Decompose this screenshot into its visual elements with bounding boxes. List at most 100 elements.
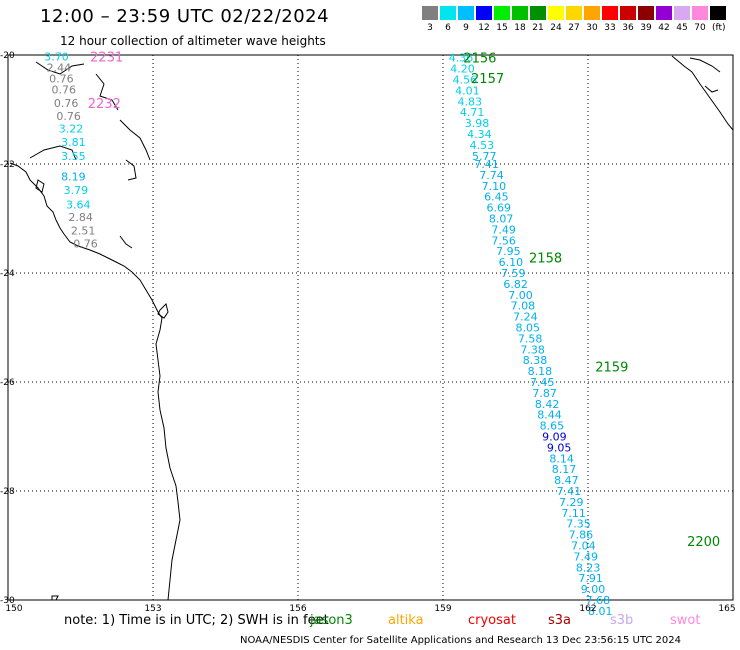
wave-height-label: 8.65 — [540, 420, 565, 433]
wave-height-label: 7.29 — [559, 496, 584, 509]
wave-height-label: 8.23 — [576, 561, 601, 574]
wave-height-label: 4.71 — [460, 106, 485, 119]
wave-height-label: 3.79 — [64, 184, 88, 197]
wave-height-label: 3.22 — [59, 123, 84, 136]
wave-height-label: 0.76 — [73, 238, 98, 251]
legend-label: 42 — [658, 23, 670, 33]
pass-time-labels: 2231 2232 2156 2157 2158 2159 2200 — [88, 51, 720, 551]
wave-height-label: 4.83 — [458, 95, 483, 108]
wave-height-label: 7.38 — [520, 343, 545, 356]
legend-label: 33 — [604, 23, 616, 33]
wave-height-label: 8.14 — [549, 452, 574, 465]
pass-time-label: 2158 — [529, 252, 562, 267]
legend-swatch — [710, 6, 726, 20]
wave-height-label: 3.81 — [61, 136, 86, 149]
legend-swatch — [692, 6, 708, 20]
wave-height-label: 7.35 — [566, 518, 591, 531]
wave-height-label: 7.56 — [491, 234, 516, 247]
wave-height-label: 5.77 — [472, 150, 497, 163]
wave-height-label: 8.19 — [61, 171, 86, 184]
wave-height-label: 4.20 — [450, 63, 475, 76]
wave-height-label: 7.86 — [569, 529, 594, 542]
satellite-cryosat: cryosat — [468, 613, 516, 628]
legend-label: 12 — [478, 23, 490, 33]
lat-tick-label: -28 — [0, 487, 15, 497]
wave-height-label: 6.69 — [487, 202, 512, 215]
lon-tick-label: 162 — [579, 604, 596, 614]
wave-height-label: 7.74 — [479, 169, 504, 182]
lat-tick-label: -26 — [0, 378, 15, 388]
legend-unit: (ft) — [712, 23, 726, 33]
wave-height-label: 4.34 — [467, 128, 492, 141]
pass-time-label: 2231 — [90, 51, 123, 66]
wave-height-label: 3.98 — [465, 117, 490, 130]
wave-height-label: 8.47 — [554, 474, 579, 487]
legend-swatch — [476, 6, 492, 20]
legend-swatch — [422, 6, 438, 20]
wave-height-label: 8.42 — [535, 398, 560, 411]
legend-swatch — [638, 6, 654, 20]
legend-swatch — [548, 6, 564, 20]
grid-lines — [8, 55, 733, 600]
wave-height-label: 9.05 — [547, 441, 572, 454]
legend-swatch — [620, 6, 636, 20]
coastline — [9, 55, 734, 601]
legend-swatch — [440, 6, 456, 20]
legend-swatch — [530, 6, 546, 20]
wave-height-label: 7.59 — [501, 267, 526, 280]
wave-height-label: 3.55 — [61, 150, 86, 163]
wave-height-label: 4.53 — [470, 139, 495, 152]
wave-height-label: 6.45 — [484, 191, 509, 204]
wave-height-label: 7.49 — [491, 223, 516, 236]
legend-label: 70 — [694, 23, 706, 33]
legend-label: 18 — [514, 23, 526, 33]
wave-height-label: 8.17 — [552, 463, 577, 476]
wave-height-label: 4.01 — [455, 84, 480, 97]
wave-height-label: 3.70 — [44, 51, 69, 64]
legend-label: 36 — [622, 23, 634, 33]
wave-height-values: 3.702.440.760.760.760.763.223.813.558.19… — [44, 51, 612, 618]
wave-height-label: 2.84 — [68, 211, 93, 224]
lon-tick-label: 165 — [718, 604, 735, 614]
wave-height-label: 6.82 — [503, 278, 527, 291]
wave-height-label: 4.36 — [449, 52, 474, 65]
wave-height-label: 7.41 — [474, 158, 499, 171]
legend-swatch — [674, 6, 690, 20]
pass-time-label: 2159 — [595, 361, 628, 376]
pass-time-label: 2200 — [687, 535, 720, 550]
lat-tick-label: -24 — [0, 269, 15, 279]
wave-height-label: 7.04 — [571, 540, 596, 553]
legend-swatch — [584, 6, 600, 20]
wave-height-label: 7.87 — [532, 387, 557, 400]
lon-tick-label: 156 — [289, 604, 306, 614]
wave-height-label: 8.44 — [537, 409, 562, 422]
wave-height-label: 9.09 — [542, 431, 567, 444]
legend-label: 39 — [640, 23, 652, 33]
pass-time-label: 2156 — [463, 52, 496, 67]
wave-height-label: 6.10 — [499, 256, 524, 269]
legend-label: 3 — [427, 23, 433, 33]
wave-height-label: 9.00 — [581, 583, 606, 596]
wave-height-label: 8.05 — [516, 322, 541, 335]
wave-height-label: 7.08 — [511, 300, 535, 313]
wave-height-label: 7.10 — [482, 180, 507, 193]
satellite-s3b: s3b — [610, 613, 634, 628]
satellite-swot: swot — [670, 613, 701, 628]
legend-label: 21 — [532, 23, 544, 33]
legend-swatch — [602, 6, 618, 20]
lat-tick-label: -30 — [0, 596, 15, 606]
map-subtitle: 12 hour collection of altimeter wave hei… — [60, 34, 326, 48]
lon-tick-label: 159 — [434, 604, 451, 614]
legend-label: 9 — [463, 23, 469, 33]
footer-note: note: 1) Time is in UTC; 2) SWH is in fe… — [64, 613, 329, 628]
wave-height-label: 7.49 — [574, 550, 599, 563]
wave-height-label: 0.76 — [49, 72, 73, 85]
wave-height-label: 2.44 — [47, 62, 72, 75]
wave-height-label: 7.11 — [561, 507, 586, 520]
pass-time-label: 2157 — [471, 72, 504, 87]
legend-swatch — [512, 6, 528, 20]
wave-height-label: 7.68 — [586, 594, 611, 607]
satellite-altika: altika — [388, 613, 424, 628]
lon-tick-label: 150 — [5, 604, 22, 614]
